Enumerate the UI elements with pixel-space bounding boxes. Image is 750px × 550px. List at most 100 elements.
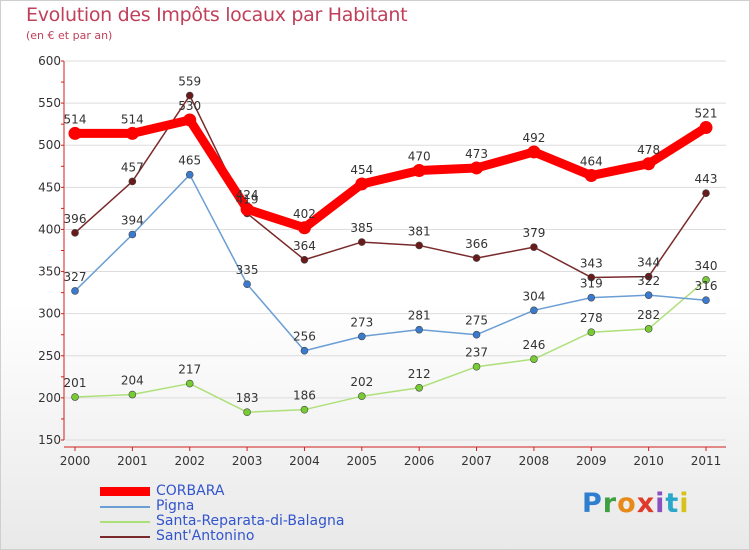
data-label: 443 (695, 172, 718, 186)
data-point (415, 241, 423, 250)
data-label: 379 (522, 226, 545, 240)
data-point (71, 287, 79, 295)
data-label: 521 (695, 107, 718, 121)
data-label: 473 (465, 147, 488, 161)
data-point (699, 121, 713, 135)
data-label: 514 (121, 112, 144, 126)
logo-letter: i (655, 488, 666, 519)
data-label: 322 (637, 274, 660, 288)
x-tick-label: 2003 (232, 454, 263, 468)
data-point (530, 243, 538, 251)
data-point (185, 170, 194, 179)
x-tick-label: 2000 (60, 454, 91, 468)
series-lines (68, 91, 713, 417)
data-label: 424 (236, 188, 259, 202)
data-point (644, 272, 653, 281)
data-label: 237 (465, 346, 488, 360)
data-point (183, 113, 197, 127)
data-point (71, 229, 79, 237)
data-label: 492 (522, 131, 545, 145)
data-label: 212 (408, 367, 431, 381)
data-label: 402 (293, 207, 316, 221)
data-point (530, 306, 538, 315)
y-tick-label: 400 (38, 222, 61, 236)
data-label: 465 (178, 154, 201, 168)
data-point (71, 393, 79, 401)
x-tick-label: 2010 (633, 454, 664, 468)
y-tick-label: 350 (38, 265, 61, 279)
x-tick-label: 2005 (347, 454, 378, 468)
legend-label: Sant'Antonino (156, 528, 255, 544)
data-label: 278 (580, 311, 603, 325)
data-label: 419 (236, 192, 259, 206)
data-label: 344 (637, 256, 660, 270)
data-label: 327 (64, 270, 87, 284)
data-point (358, 392, 366, 401)
data-point (243, 280, 251, 288)
data-point (584, 169, 598, 183)
data-point (527, 145, 541, 159)
data-point (702, 296, 710, 304)
data-point (240, 202, 254, 216)
y-tick-label: 550 (38, 96, 61, 110)
x-tick-label: 2006 (404, 454, 435, 468)
data-point (300, 405, 309, 414)
data-point (358, 332, 366, 341)
data-label: 385 (350, 221, 373, 235)
legend-swatch (100, 521, 150, 523)
data-point (297, 221, 311, 235)
data-label: 183 (236, 391, 259, 405)
data-label: 457 (121, 160, 144, 174)
data-point (128, 390, 137, 399)
logo-letter: x (636, 488, 656, 519)
y-tick-label: 500 (38, 138, 61, 152)
data-point (128, 177, 137, 186)
series-line-3 (75, 115, 709, 233)
data-label: 396 (64, 212, 87, 226)
data-label: 514 (64, 112, 87, 126)
data-point (644, 325, 653, 333)
logo-letter: t (665, 488, 680, 519)
data-label: 381 (408, 224, 431, 238)
data-label: 364 (293, 239, 316, 253)
data-label: 202 (350, 375, 373, 389)
y-tick-label: 300 (38, 307, 61, 321)
data-point (185, 91, 194, 100)
legend-swatch (100, 506, 150, 508)
y-tick-label: 600 (38, 54, 61, 68)
data-point (128, 230, 137, 239)
series-line-1 (74, 279, 707, 413)
data-point (530, 355, 538, 363)
data-point (300, 255, 309, 264)
data-point (243, 408, 251, 417)
legend-swatch (100, 487, 150, 496)
data-label: 273 (350, 315, 373, 329)
data-label: 559 (178, 75, 201, 89)
data-label: 343 (580, 256, 603, 270)
data-point (702, 189, 710, 198)
data-label: 201 (64, 376, 87, 390)
data-label: 394 (121, 213, 144, 227)
data-label: 217 (178, 363, 201, 377)
data-point (702, 276, 710, 284)
data-label: 282 (637, 308, 660, 322)
legend-label: Santa-Reparata-di-Balagna (156, 513, 345, 529)
data-point (125, 126, 139, 140)
data-label: 335 (236, 263, 259, 277)
x-tick-label: 2007 (461, 454, 492, 468)
data-point (412, 163, 426, 177)
data-point (587, 328, 596, 336)
series-line-2 (74, 173, 707, 352)
data-label: 366 (465, 237, 488, 251)
data-point (300, 346, 309, 355)
data-label: 186 (293, 389, 316, 403)
data-point (358, 238, 366, 246)
data-point (415, 383, 423, 392)
data-point (587, 293, 596, 302)
data-label: 530 (178, 99, 201, 113)
data-label: 304 (522, 289, 545, 303)
data-point (472, 330, 481, 339)
data-point (355, 177, 369, 191)
